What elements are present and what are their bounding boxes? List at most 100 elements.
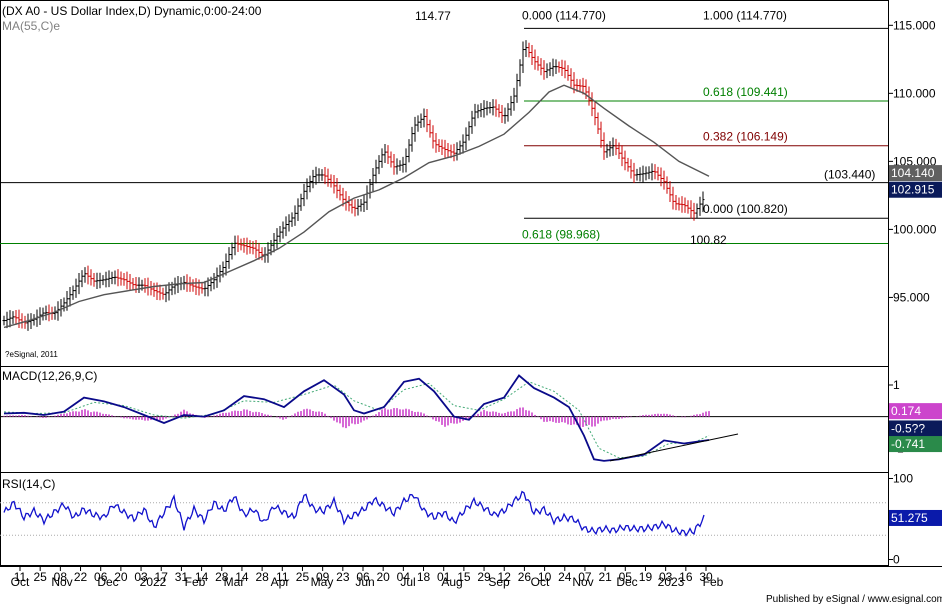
low-label: 100.82 xyxy=(690,233,727,247)
x-tick-month-label: Jun xyxy=(355,575,374,589)
macd-hist-value-box xyxy=(889,403,942,420)
macd-hist-value-text: 0.174 xyxy=(891,404,921,418)
x-tick-day-label: 26 xyxy=(518,570,532,584)
x-tick-month-label: May xyxy=(311,575,334,589)
price-bars xyxy=(2,40,705,331)
x-tick-day-label: 22 xyxy=(74,570,88,584)
x-tick-month-label: Jul xyxy=(400,575,415,589)
chart-labels: 104.140 102.915 0.174 -0.5?? -0.741 51.275 xyxy=(889,165,942,526)
macd-value-text: -0.741 xyxy=(891,437,925,451)
macd-signal-line xyxy=(3,381,710,459)
x-tick-month-label: Dec xyxy=(97,575,118,589)
fibonacci-levels: 0.000 (114.770) 1.000 (114.770) 0.618 (109… xyxy=(0,8,888,244)
macd-series xyxy=(0,374,888,462)
price-y-tick-label: 115.000 xyxy=(893,18,936,32)
x-tick-month-label: Oct xyxy=(11,575,30,589)
rsi-label: RSI(14,C) xyxy=(2,477,55,491)
level-label-98-968: 0.618 (98.968) xyxy=(522,227,600,241)
x-tick-day-label: 15 xyxy=(457,570,471,584)
x-tick-month-label: Mar xyxy=(224,575,245,589)
x-tick-day-label: 01 xyxy=(437,570,451,584)
rsi-series xyxy=(0,490,888,537)
macd-signal-value-box xyxy=(889,420,942,437)
level-label-109-441: 0.618 (109.441) xyxy=(703,85,788,99)
macd-label: MACD(12,26,9,C) xyxy=(2,369,97,383)
level-label-100-820: 0.000 (100.820) xyxy=(703,202,788,216)
macd-value-box xyxy=(889,436,942,453)
x-tick-day-label: 05 xyxy=(619,570,633,584)
x-tick-day-label: 30 xyxy=(699,570,713,584)
x-tick-month-label: 2023 xyxy=(658,575,685,589)
axes: 115.000110.000105.000100.00095.0001-1100… xyxy=(11,18,937,589)
footer-label: Published by eSignal / www.esignal.com xyxy=(766,594,942,605)
x-tick-day-label: 24 xyxy=(558,570,572,584)
x-tick-month-label: Nov xyxy=(572,575,593,589)
x-tick-day-label: 17 xyxy=(155,570,169,584)
chart-title: (DX A0 - US Dollar Index,D) Dynamic,0:00… xyxy=(2,4,262,18)
copyright-label: ?eSignal, 2011 xyxy=(5,350,58,359)
x-tick-month-label: 2022 xyxy=(140,575,167,589)
x-tick-day-label: 29 xyxy=(477,570,491,584)
x-tick-month-label: Dec xyxy=(616,575,637,589)
price-series xyxy=(2,40,710,331)
x-tick-day-label: 31 xyxy=(175,570,189,584)
x-tick-day-label: 06 xyxy=(94,570,108,584)
x-tick-day-label: 16 xyxy=(679,570,693,584)
x-tick-day-label: 20 xyxy=(114,570,128,584)
last-price-box xyxy=(889,181,942,198)
x-tick-day-label: 20 xyxy=(376,570,390,584)
macd-trendline xyxy=(609,433,739,462)
last-price-text: 102.915 xyxy=(891,183,935,197)
price-y-tick-label: 100.000 xyxy=(893,222,937,236)
rsi-value-text: 51.275 xyxy=(891,511,928,525)
x-tick-month-label: Nov xyxy=(51,575,72,589)
x-tick-day-label: 10 xyxy=(538,570,552,584)
ma-label: MA(55,C)e xyxy=(2,19,60,33)
macd-y-tick-label: 1 xyxy=(893,378,900,392)
x-tick-day-label: 11 xyxy=(14,570,27,584)
x-tick-day-label: 08 xyxy=(54,570,68,584)
price-panel-frame xyxy=(0,0,889,367)
x-tick-month-label: Sep xyxy=(488,575,510,589)
x-tick-day-label: 28 xyxy=(255,570,269,584)
x-tick-day-label: 03 xyxy=(134,570,148,584)
x-tick-day-label: 09 xyxy=(316,570,330,584)
x-tick-day-label: 06 xyxy=(356,570,370,584)
x-tick-day-label: 25 xyxy=(33,570,47,584)
price-y-tick-label: 110.000 xyxy=(893,86,936,100)
x-tick-day-label: 19 xyxy=(639,570,653,584)
rsi-y-tick-label: 0 xyxy=(893,553,900,567)
ma-value-box xyxy=(889,165,942,182)
x-tick-month-label: Aug xyxy=(441,575,462,589)
x-tick-day-label: 14 xyxy=(235,570,249,584)
rsi-y-tick-label: 100 xyxy=(893,471,913,485)
rsi-line xyxy=(3,490,705,537)
x-tick-day-label: 18 xyxy=(417,570,431,584)
x-tick-month-label: Feb xyxy=(185,575,206,589)
level-label-left-114-770: 0.000 (114.770) xyxy=(522,8,606,22)
x-tick-day-label: 07 xyxy=(578,570,592,584)
price-y-tick-label: 105.000 xyxy=(893,154,937,168)
level-label-right-114-770: 1.000 (114.770) xyxy=(703,8,787,22)
x-tick-day-label: 12 xyxy=(498,570,512,584)
x-tick-month-label: Feb xyxy=(703,575,724,589)
x-tick-day-label: 14 xyxy=(195,570,209,584)
x-tick-day-label: 28 xyxy=(215,570,229,584)
level-label-103-440: (103.440) xyxy=(824,168,875,182)
x-tick-day-label: 25 xyxy=(296,570,310,584)
x-tick-day-label: 23 xyxy=(336,570,350,584)
x-tick-day-label: 21 xyxy=(598,570,612,584)
ma-value-text: 104.140 xyxy=(891,166,935,180)
high-label: 114.77 xyxy=(415,9,451,23)
macd-signal-value-text: -0.5?? xyxy=(891,421,925,435)
x-tick-day-label: 11 xyxy=(276,570,289,584)
ma-55-line xyxy=(3,84,710,329)
x-tick-day-label: 03 xyxy=(659,570,673,584)
x-tick-month-label: Apr xyxy=(271,575,290,589)
level-label-106-149: 0.382 (106.149) xyxy=(703,130,788,144)
x-tick-day-label: 04 xyxy=(397,570,411,584)
macd-line xyxy=(3,374,710,462)
rsi-value-box xyxy=(889,509,942,526)
x-tick-month-label: Oct xyxy=(531,575,550,589)
